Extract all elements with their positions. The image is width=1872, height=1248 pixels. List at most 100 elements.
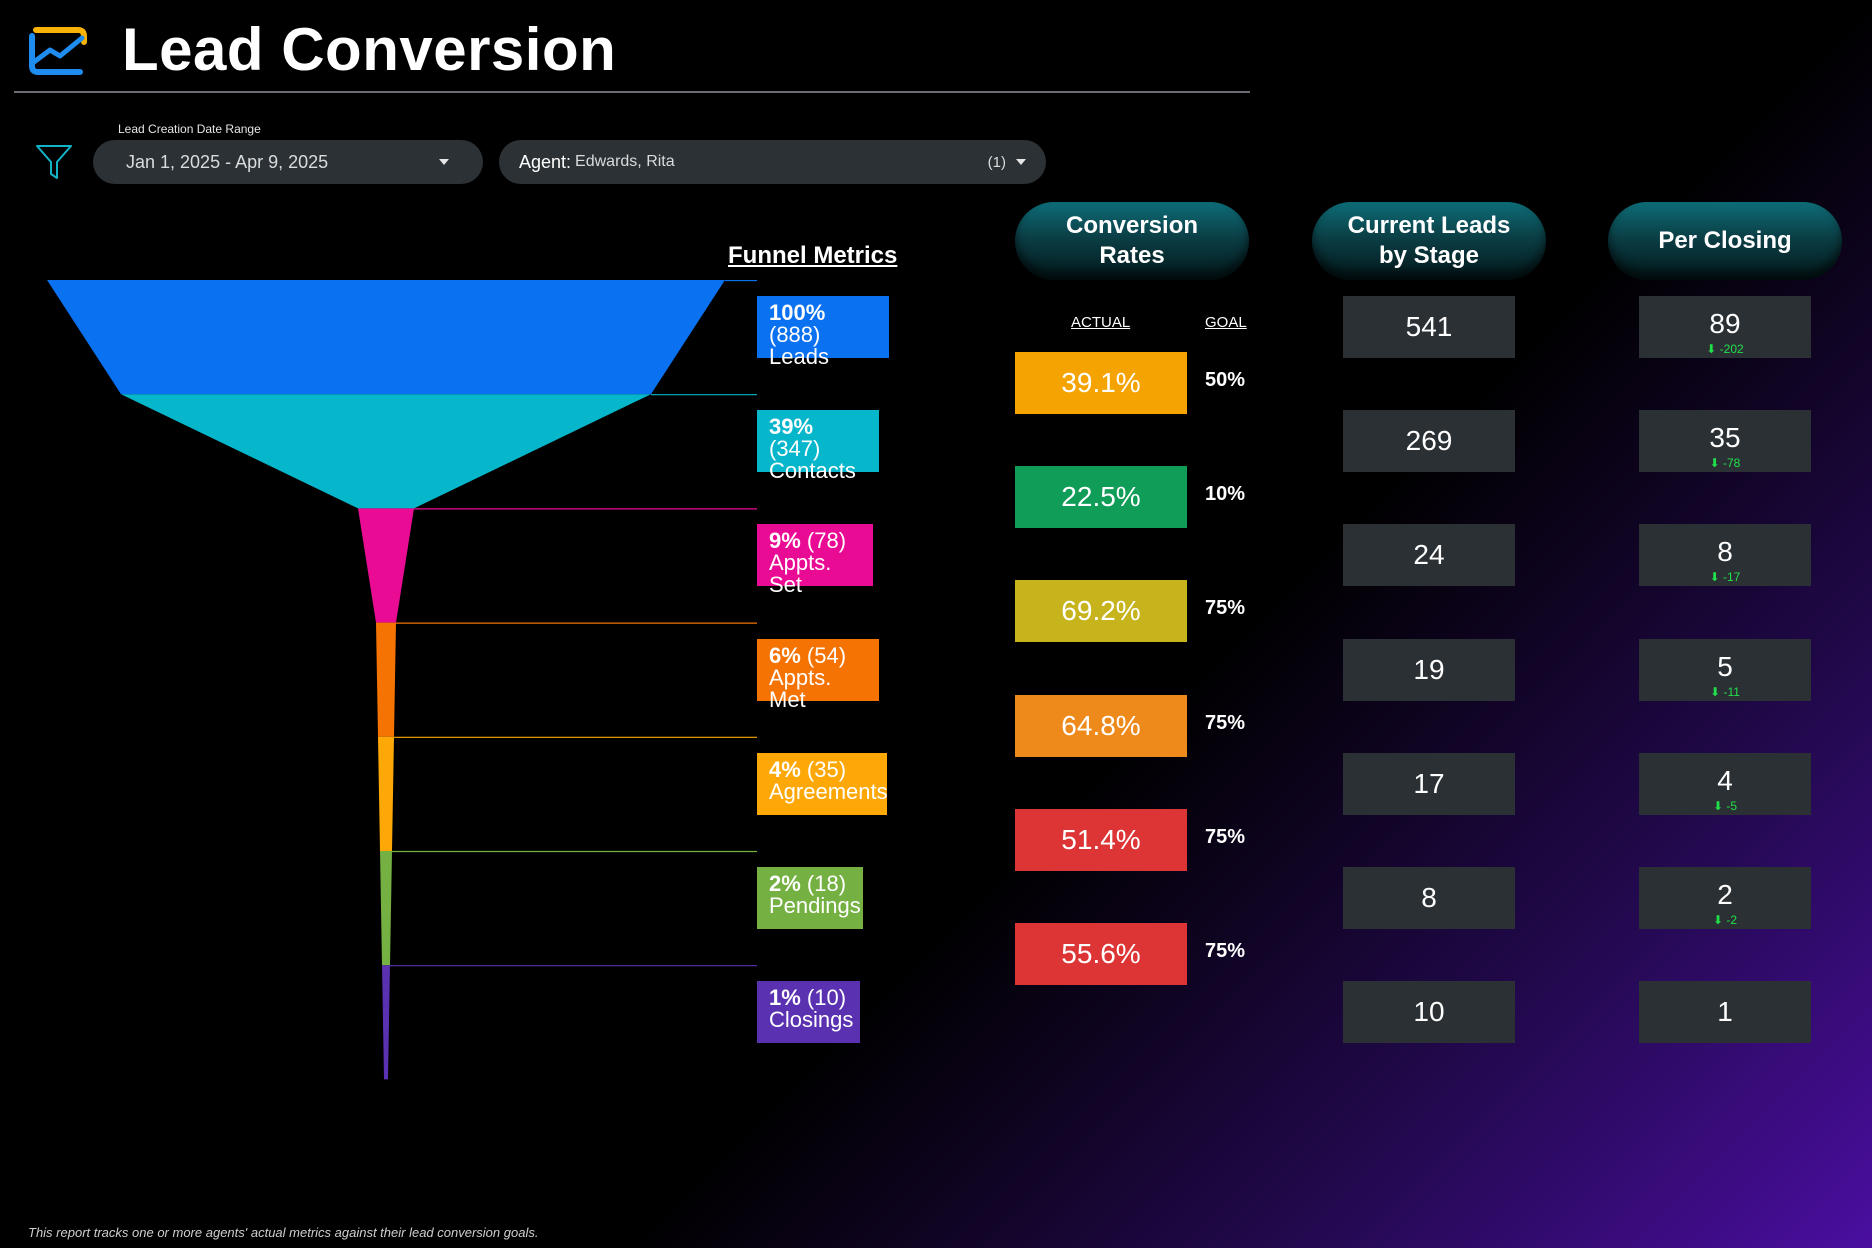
conversion-goal-value: 50% — [1205, 369, 1246, 391]
per-closing-delta: ⬇ -78 — [1709, 456, 1741, 471]
stage-percent: 6% — [769, 642, 801, 668]
leads-count: 10 — [1413, 996, 1445, 1028]
per-closing-value: 35 ⬇ -78 — [1639, 410, 1811, 473]
conversion-actual-value: 69.2% — [1015, 580, 1187, 643]
current-leads-value: 10 — [1343, 981, 1515, 1044]
funnel-segment-pendings — [380, 851, 392, 966]
funnel-segment-agreements — [378, 736, 394, 851]
per-closing-delta: ⬇ -17 — [1709, 570, 1741, 585]
chevron-down-icon — [439, 159, 449, 165]
funnel-stage-label: 2% (18) Pendings — [757, 867, 863, 929]
per-closing-number: 35 — [1709, 422, 1741, 454]
leads-count: 19 — [1413, 653, 1445, 685]
actual-column-label: ACTUAL — [1071, 314, 1131, 331]
funnel-stage-label: 39% (347) Contacts — [757, 410, 879, 482]
stage-count: (888) — [769, 322, 821, 347]
stage-percent: 4% — [769, 756, 801, 782]
funnel-stage-label: 9% (78) Appts. Set — [757, 524, 873, 596]
funnel-metrics-title: Funnel Metrics — [728, 242, 898, 269]
chevron-down-icon — [1016, 159, 1026, 165]
per-closing-value: 2 ⬇ -2 — [1639, 867, 1811, 929]
per-closing-number: 5 — [1717, 650, 1733, 682]
per-closing-value: 8 ⬇ -17 — [1639, 524, 1811, 587]
per-closing-value: 89 ⬇ -202 — [1639, 296, 1811, 358]
stage-count: (35) — [800, 756, 847, 782]
conversion-actual-value: 55.6% — [1015, 923, 1187, 985]
conversion-rates-title: Conversion Rates — [1065, 212, 1199, 269]
stage-count: (78) — [800, 528, 847, 554]
conversion-actual-value: 51.4% — [1015, 808, 1187, 871]
stage-count: (10) — [800, 985, 847, 1011]
conversion-goal-value: 75% — [1205, 940, 1246, 962]
date-range-dropdown[interactable]: Jan 1, 2025 - Apr 9, 2025 — [93, 140, 483, 184]
agent-selection-count: (1) — [987, 153, 1006, 171]
date-range-value: Jan 1, 2025 - Apr 9, 2025 — [126, 151, 329, 172]
filter-icon[interactable] — [34, 140, 74, 180]
stage-percent: 2% — [769, 871, 801, 896]
per-closing-value: 4 ⬇ -5 — [1639, 752, 1811, 815]
stage-name: Pendings — [769, 893, 861, 918]
stage-name: Appts. Set — [769, 550, 832, 598]
conversion-goal-value: 10% — [1205, 483, 1246, 506]
current-leads-value: 17 — [1343, 752, 1515, 815]
stage-name: Leads — [769, 344, 829, 369]
funnel-stage-label: 4% (35) Agreements — [757, 752, 888, 815]
page-title: Lead Conversion — [122, 16, 617, 83]
conversion-actual-value: 22.5% — [1015, 466, 1187, 529]
funnel-segment-leads — [47, 280, 725, 395]
conversion-rates-header: Conversion Rates — [1015, 202, 1249, 280]
conversion-actual-value: 39.1% — [1015, 352, 1187, 414]
per-closing-delta: ⬇ -5 — [1712, 798, 1738, 813]
current-leads-value: 541 — [1343, 296, 1515, 358]
trend-chart-icon — [29, 27, 87, 75]
per-closing-number: 8 — [1717, 536, 1733, 568]
funnel-stage-label: 6% (54) Appts. Met — [757, 638, 879, 710]
stage-percent: 9% — [769, 528, 801, 554]
goal-column-label: GOAL — [1205, 314, 1247, 331]
current-leads-value: 24 — [1343, 524, 1515, 587]
per-closing-value: 1 — [1639, 981, 1811, 1044]
stage-count: (54) — [800, 642, 847, 668]
agent-key-label: Agent: — [519, 151, 572, 172]
per-closing-number: 89 — [1709, 308, 1741, 339]
funnel-stage-label: 100% (888) Leads — [757, 296, 889, 368]
funnel-segment-contacts — [121, 394, 651, 509]
funnel-stage-label: 1% (10) Closings — [757, 981, 860, 1044]
footnote: This report tracks one or more agents' a… — [28, 1225, 539, 1240]
conversion-goal-value: 75% — [1205, 711, 1246, 734]
per-closing-delta: ⬇ -11 — [1710, 684, 1740, 699]
stage-name: Contacts — [769, 458, 856, 484]
per-closing-header: Per Closing — [1608, 202, 1842, 280]
conversion-goal-value: 75% — [1205, 825, 1246, 848]
agent-value: Edwards, Rita — [575, 153, 675, 170]
leads-count: 17 — [1413, 767, 1445, 799]
per-closing-number: 1 — [1717, 996, 1733, 1028]
stage-percent: 1% — [769, 985, 801, 1011]
leads-count: 269 — [1405, 425, 1453, 457]
per-closing-value: 5 ⬇ -11 — [1639, 638, 1811, 701]
agent-dropdown[interactable]: Agent: Edwards, Rita (1) — [499, 140, 1046, 184]
stage-count: (18) — [800, 871, 847, 896]
funnel-segment-appts-met — [376, 622, 396, 737]
stage-count: (347) — [769, 436, 821, 462]
funnel-segment-appts-set — [358, 508, 414, 623]
funnel-chart — [47, 280, 757, 1080]
leads-count: 24 — [1413, 539, 1445, 571]
header-divider — [14, 91, 1250, 93]
stage-percent: 39% — [769, 414, 814, 440]
per-closing-number: 4 — [1717, 764, 1733, 796]
stage-name: Appts. Met — [769, 664, 832, 712]
conversion-goal-value: 75% — [1205, 597, 1246, 620]
per-closing-title: Per Closing — [1658, 227, 1792, 254]
per-closing-delta: ⬇ -202 — [1706, 342, 1744, 356]
leads-count: 8 — [1421, 882, 1437, 913]
per-closing-delta: ⬇ -2 — [1712, 913, 1738, 927]
stage-percent: 100% — [769, 300, 826, 325]
current-leads-title: Current Leads by Stage — [1347, 212, 1511, 269]
leads-count: 541 — [1405, 311, 1453, 342]
current-leads-value: 8 — [1343, 867, 1515, 929]
date-range-caption: Lead Creation Date Range — [118, 122, 261, 136]
current-leads-value: 269 — [1343, 410, 1515, 473]
funnel-segment-closings — [382, 965, 390, 1080]
